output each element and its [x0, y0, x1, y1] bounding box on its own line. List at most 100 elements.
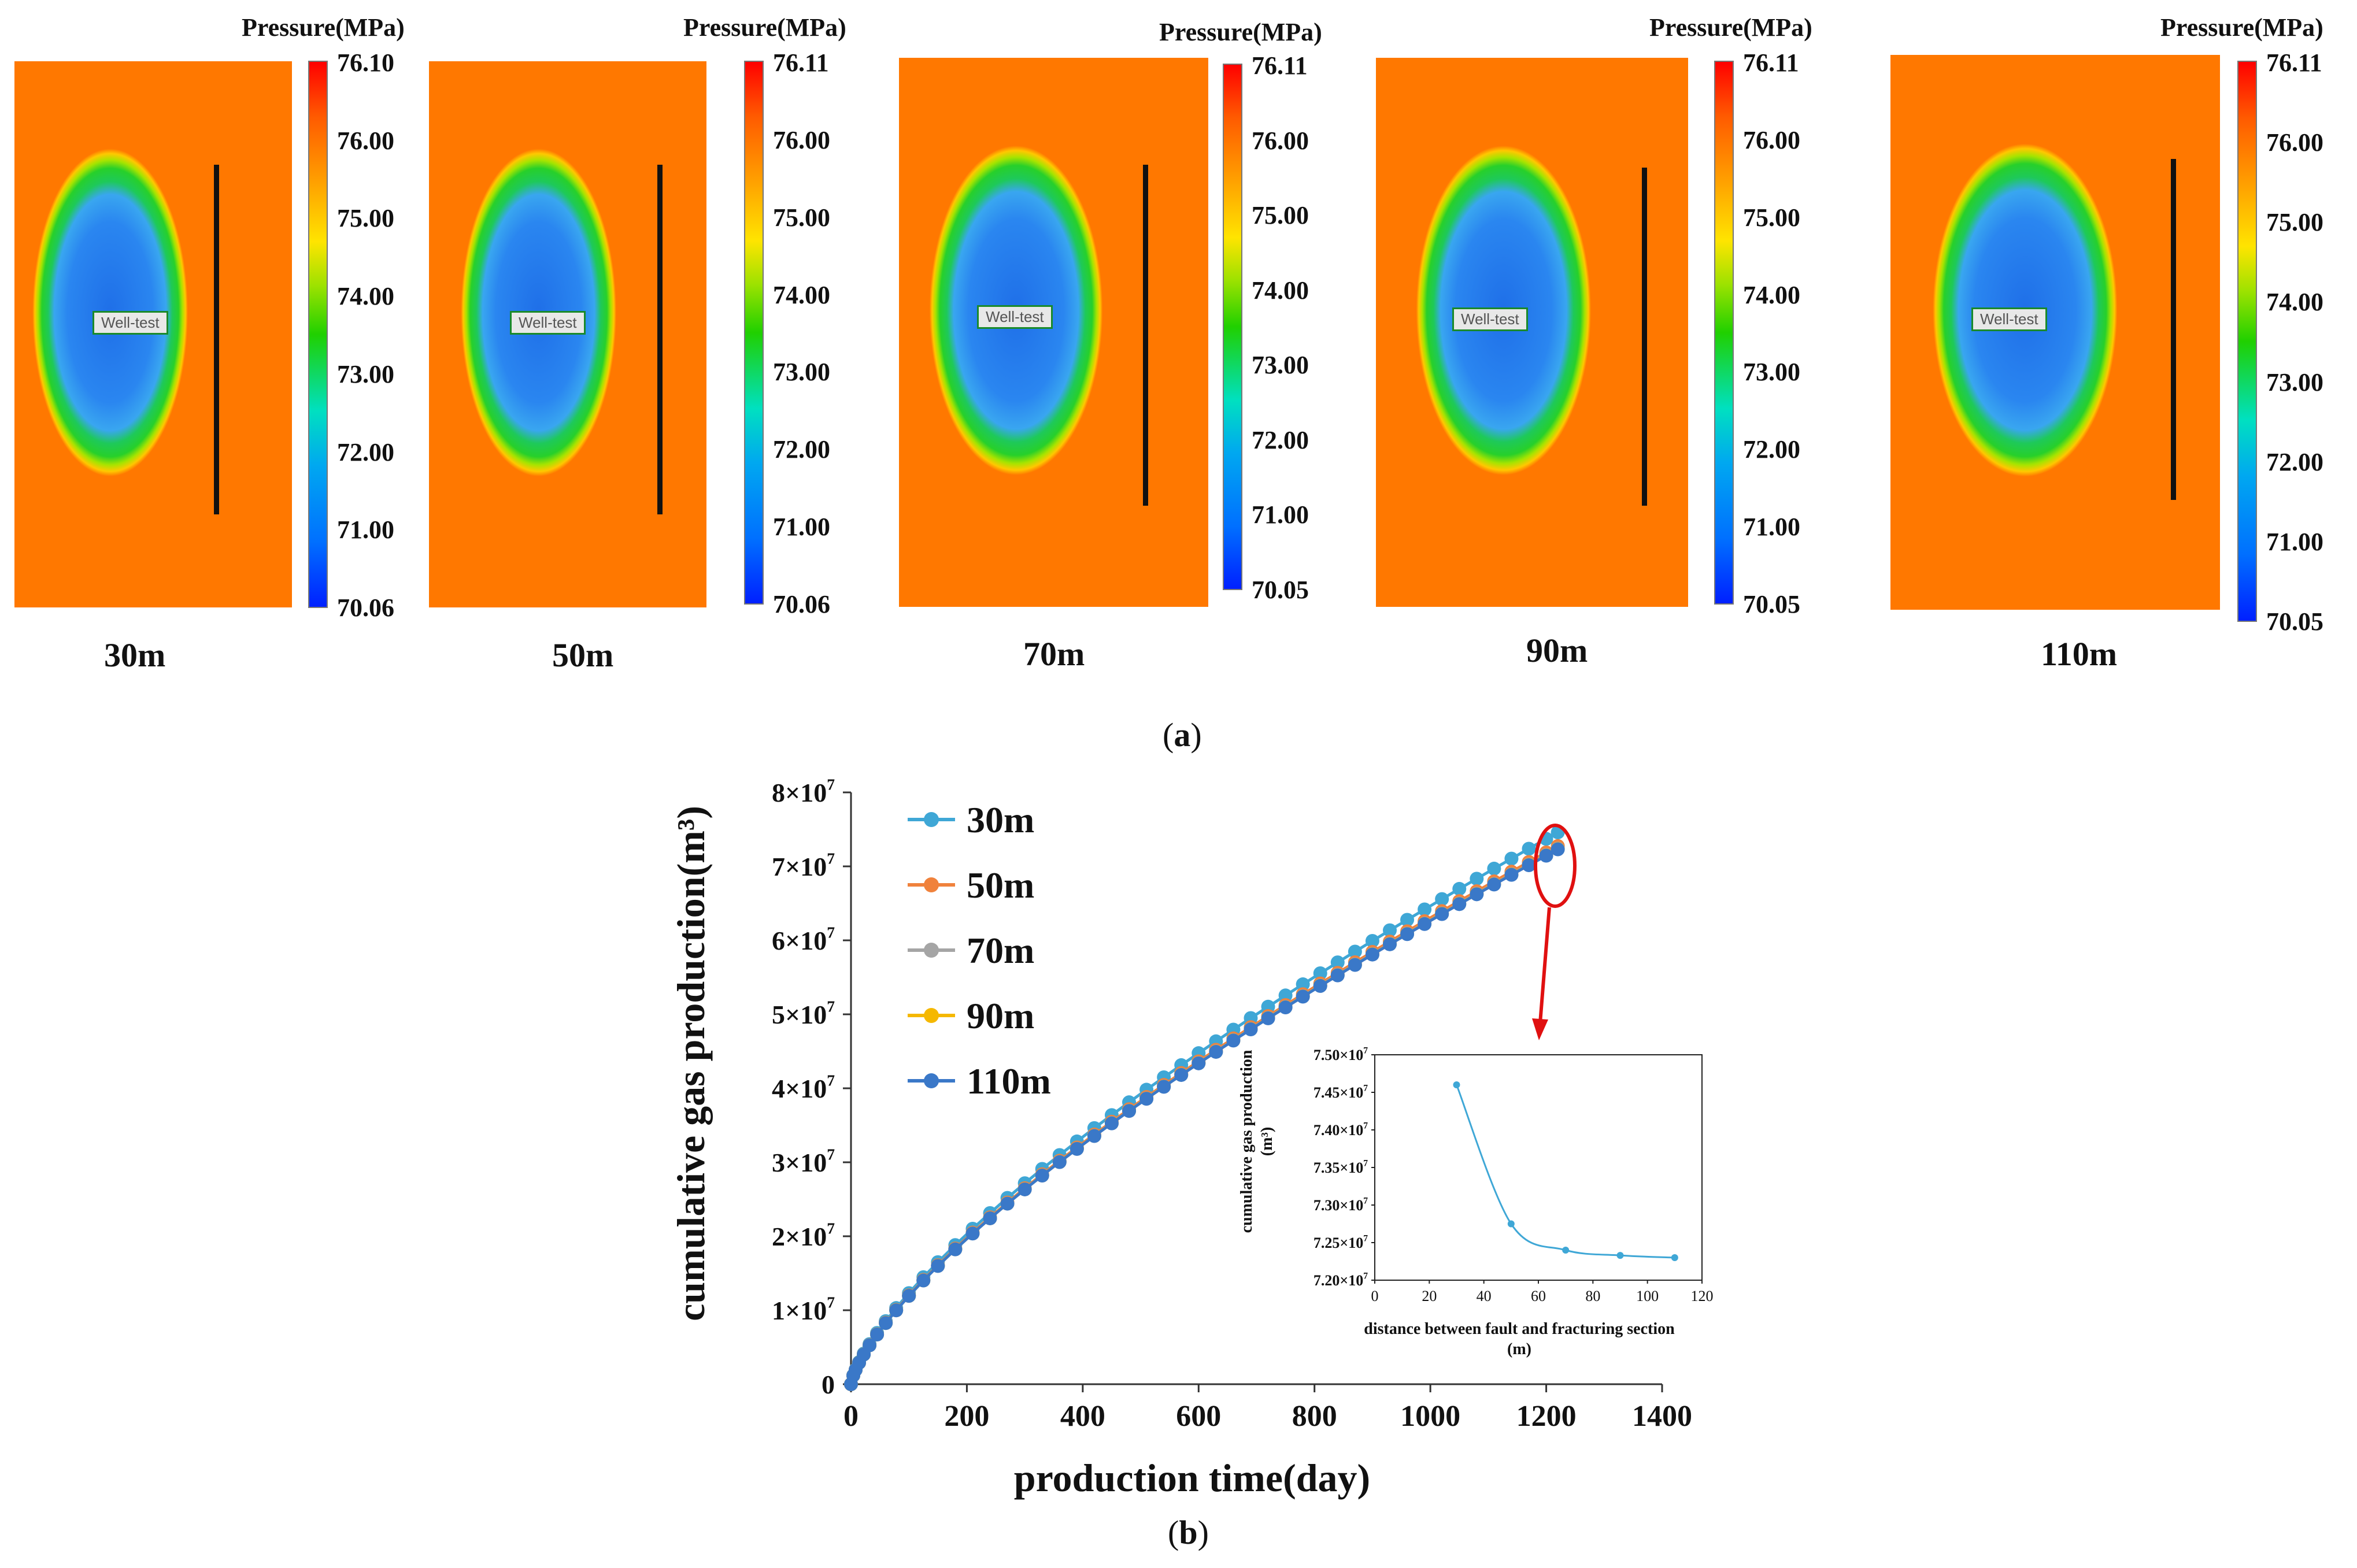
well-test-label: Well-test: [977, 305, 1053, 329]
colorbar-tick: 70.05: [2266, 607, 2323, 636]
pressure-colorbar: [1714, 61, 1734, 605]
caption-a-letter: a: [1174, 716, 1191, 754]
data-point-110m: [1296, 989, 1310, 1004]
inset-x-tick-label: 60: [1531, 1288, 1546, 1304]
well-test-label: Well-test: [92, 311, 168, 335]
pressure-colorbar: [2237, 61, 2257, 622]
data-point-110m: [1209, 1044, 1223, 1059]
inset-data-point: [1453, 1081, 1460, 1088]
data-point-110m: [879, 1316, 893, 1330]
legend-label: 30m: [967, 799, 1034, 840]
colorbar-tick: 71.00: [2266, 527, 2323, 556]
inset-y-tick-label: 7.50×107: [1313, 1046, 1368, 1063]
legend-marker: [924, 812, 939, 827]
colorbar-tick: 76.00: [1743, 125, 1800, 154]
colorbar-tick: 70.06: [773, 590, 830, 618]
data-point-110m: [902, 1289, 916, 1303]
colorbar-tick: 74.00: [2266, 288, 2323, 317]
colorbar-tick: 76.00: [773, 125, 830, 154]
data-point-110m: [863, 1338, 877, 1352]
distance-label: 50m: [552, 636, 614, 674]
colorbar-tick: 76.11: [773, 49, 829, 77]
legend-label: 70m: [967, 930, 1034, 971]
colorbar-tick: 70.05: [1252, 576, 1309, 604]
inset-y-axis-label: cumulative gas production: [1238, 1050, 1256, 1233]
colorbar-tick: 73.00: [773, 358, 830, 387]
colorbar-tick: 73.00: [2266, 368, 2323, 396]
colorbar-tick: 75.00: [773, 203, 830, 232]
colorbar-tick: 76.00: [1252, 126, 1309, 155]
fault-line: [1642, 168, 1647, 506]
data-point-110m: [1139, 1092, 1154, 1106]
well-test-label: Well-test: [1452, 307, 1528, 331]
main-y-ticks: 0 1×107 2×107 3×107 4×107 5×107 6×107 7×107 8×10…: [772, 775, 851, 1399]
y-tick-label: 2×107: [772, 1219, 835, 1251]
data-point-110m: [1192, 1056, 1206, 1070]
data-point-110m: [1382, 937, 1397, 951]
colorbar-tick: 75.00: [1743, 203, 1800, 232]
colorbar-tick: 76.11: [2266, 49, 2322, 77]
highlight-annotation: [1532, 824, 1577, 1040]
data-point-110m: [1226, 1033, 1241, 1048]
highlight-arrow-line: [1538, 907, 1551, 1024]
data-point-110m: [1435, 907, 1449, 921]
y-tick-label: 0: [822, 1370, 835, 1399]
distance-label: 110m: [2041, 635, 2118, 673]
colorbar-title: Pressure(MPa): [2160, 13, 2323, 42]
data-point-30m: [1418, 902, 1432, 917]
colorbar-tick: 73.00: [1252, 351, 1309, 380]
caption-b: (b): [1168, 1514, 1209, 1551]
inset-series-line: [1456, 1084, 1675, 1259]
inset-x-axis-label-unit: (m): [1507, 1340, 1531, 1358]
colorbar-tick: 70.05: [1743, 590, 1800, 618]
data-point-110m: [1174, 1067, 1189, 1082]
y-tick-label: 1×107: [772, 1293, 835, 1325]
colorbar-tick: 72.00: [1252, 425, 1309, 454]
inset-y-axis-label-unit: (m³): [1258, 1127, 1276, 1156]
caption-a: (a): [1163, 716, 1202, 754]
x-tick-label: 600: [1176, 1400, 1221, 1433]
inset-chart: 7.20×107 7.25×107 7.30×107 7.35×107 7.40×107…: [1313, 1046, 1714, 1304]
inset-y-tick-label: 7.30×107: [1313, 1196, 1368, 1214]
highlight-arrow-head: [1532, 1018, 1548, 1040]
data-point-30m: [1348, 944, 1362, 959]
colorbar-tick: 76.11: [1743, 49, 1799, 77]
colorbar-tick: 75.00: [337, 204, 394, 233]
pressure-colorbar: [308, 61, 328, 608]
y-tick-label: 8×107: [772, 775, 835, 807]
data-point-110m: [1017, 1182, 1032, 1196]
colorbar-tick: 71.00: [1252, 501, 1309, 529]
data-point-30m: [1296, 977, 1310, 992]
y-axis-label: cumulative gas production(m³): [669, 806, 713, 1321]
data-point-110m: [916, 1273, 931, 1288]
inset-y-tick-label: 7.20×107: [1313, 1271, 1368, 1289]
colorbar-tick: 75.00: [1252, 201, 1309, 230]
colorbar-tick: 71.00: [337, 516, 394, 544]
colorbar-tick: 74.00: [1252, 276, 1309, 305]
legend-marker: [924, 1073, 939, 1088]
legend-label: 90m: [967, 995, 1034, 1036]
colorbar-tick: 76.00: [2266, 128, 2323, 157]
colorbar-tick: 73.00: [1743, 358, 1800, 387]
colorbar-tick: 76.00: [337, 126, 394, 155]
colorbar-tick: 71.00: [773, 513, 830, 542]
data-point-110m: [948, 1242, 963, 1256]
distance-label: 90m: [1526, 632, 1588, 669]
x-tick-label: 200: [944, 1400, 989, 1433]
legend-label: 110m: [967, 1061, 1051, 1102]
data-point-30m: [1452, 881, 1467, 896]
data-point-110m: [1052, 1155, 1067, 1169]
inset-x-tick-label: 40: [1477, 1288, 1492, 1304]
y-tick-label: 3×107: [772, 1145, 835, 1177]
data-point-110m: [1157, 1080, 1171, 1094]
data-point-110m: [1504, 868, 1519, 882]
colorbar-title: Pressure(MPa): [242, 13, 405, 42]
data-point-110m: [1244, 1022, 1258, 1037]
data-point-110m: [1348, 958, 1362, 972]
inset-data-point: [1507, 1220, 1515, 1228]
data-point-110m: [1087, 1129, 1101, 1143]
legend-marker: [924, 1008, 939, 1023]
data-point-110m: [1452, 897, 1467, 911]
highlight-ellipse: [1534, 824, 1577, 908]
data-point-110m: [1487, 877, 1501, 892]
